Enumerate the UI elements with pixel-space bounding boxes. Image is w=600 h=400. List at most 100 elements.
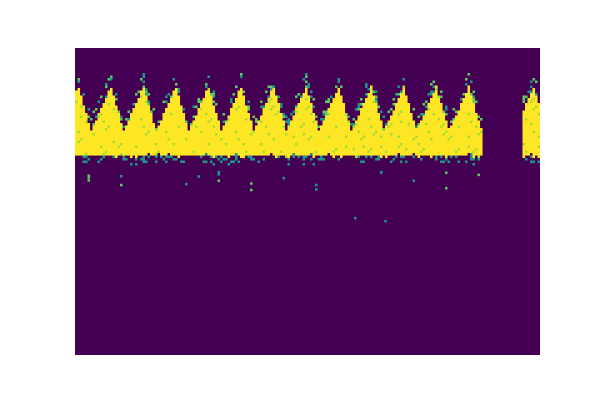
heatmap-cell [262, 138, 266, 141]
heatmap-cell [145, 153, 148, 156]
heatmap-cell [430, 103, 433, 106]
heatmap-cell [405, 138, 408, 141]
heatmap-cell [260, 135, 263, 139]
heatmap-cell [462, 125, 466, 129]
heatmap-cell [265, 145, 268, 149]
heatmap-cell [235, 143, 238, 146]
heatmap-cell [465, 120, 468, 124]
heatmap-cell [355, 150, 358, 154]
heatmap-cell [202, 125, 206, 129]
heatmap-cell [300, 128, 303, 131]
heatmap-cell [335, 110, 338, 114]
heatmap-cell [165, 95, 168, 99]
heatmap-cell [320, 143, 323, 146]
heatmap-cell [130, 150, 133, 154]
heatmap-cell [162, 133, 166, 136]
heatmap-cell [150, 125, 153, 129]
heatmap-cell [397, 105, 401, 109]
heatmap-cell [442, 110, 446, 114]
heatmap-cell [302, 95, 306, 99]
heatmap-cell [200, 145, 203, 149]
heatmap-cell [260, 128, 263, 131]
heatmap-cell [530, 118, 533, 121]
heatmap-cell [327, 140, 331, 144]
heatmap-cell [205, 130, 208, 134]
heatmap-cell [150, 118, 153, 121]
heatmap-cell [272, 98, 276, 101]
heatmap-cell [250, 130, 253, 134]
heatmap-cell [140, 158, 143, 161]
heatmap-cell [287, 140, 291, 144]
heatmap-cell [330, 145, 333, 149]
heatmap-cell [407, 115, 411, 119]
heatmap-cell [275, 133, 278, 136]
heatmap-cell [185, 123, 188, 126]
heatmap-cell [110, 140, 113, 144]
heatmap-cell [425, 100, 428, 104]
heatmap-cell [267, 115, 271, 119]
heatmap-cell [235, 148, 238, 151]
heatmap-cell [405, 130, 408, 134]
heatmap-cell [240, 98, 243, 101]
heatmap-cell [450, 125, 453, 129]
heatmap-cell [240, 100, 243, 104]
heatmap-cell [285, 155, 288, 159]
heatmap-cell [395, 135, 398, 139]
heatmap-cell [285, 133, 288, 136]
heatmap-cell [467, 150, 471, 154]
heatmap-cell [210, 118, 213, 121]
heatmap-cell [75, 148, 78, 151]
heatmap-cell [205, 160, 208, 164]
heatmap-cell [432, 135, 436, 139]
heatmap-cell [432, 80, 436, 84]
heatmap-cell [135, 163, 138, 166]
heatmap-cell [135, 113, 138, 116]
heatmap-cell [437, 150, 441, 154]
heatmap-cell [170, 138, 173, 141]
heatmap-cell [392, 135, 396, 139]
heatmap-cell [305, 105, 308, 109]
heatmap-cell [260, 150, 263, 154]
heatmap-cell [292, 110, 296, 114]
heatmap-cell [80, 103, 83, 106]
heatmap-cell [177, 118, 181, 121]
heatmap-cell [472, 135, 476, 139]
heatmap-cell [130, 163, 133, 166]
heatmap-cell [340, 110, 343, 114]
heatmap-cell [135, 123, 138, 126]
heatmap-cell [332, 105, 336, 109]
heatmap-cell [75, 123, 78, 126]
heatmap-cell [295, 123, 298, 126]
heatmap-cell [307, 110, 311, 114]
heatmap-cell [337, 120, 341, 124]
heatmap-cell [360, 130, 363, 134]
heatmap-cell [170, 115, 173, 119]
heatmap-cell [532, 135, 536, 139]
heatmap-cell [457, 110, 461, 114]
heatmap-cell [135, 115, 138, 119]
heatmap-cell [522, 148, 526, 151]
heatmap-cell [295, 130, 298, 134]
heatmap-cell [325, 110, 328, 114]
heatmap-cell [277, 118, 281, 121]
heatmap-cell [437, 143, 441, 146]
heatmap-cell [112, 125, 116, 129]
heatmap-cell [192, 133, 196, 136]
heatmap-cell [312, 98, 316, 101]
heatmap-cell [332, 98, 336, 101]
heatmap-cell [337, 158, 341, 161]
heatmap-cell [432, 153, 436, 156]
heatmap-cell [427, 118, 431, 121]
heatmap-cell [75, 145, 78, 149]
heatmap-cell [422, 140, 426, 144]
heatmap-cell [167, 125, 171, 129]
heatmap-cell [347, 150, 351, 154]
heatmap-cell [455, 140, 458, 144]
heatmap-cell [150, 130, 153, 134]
heatmap-cell [182, 135, 186, 139]
heatmap-cell [270, 88, 273, 91]
heatmap-cell [385, 123, 388, 126]
heatmap-cell [80, 100, 83, 104]
heatmap-cell [265, 148, 268, 151]
heatmap-cell [290, 123, 293, 126]
